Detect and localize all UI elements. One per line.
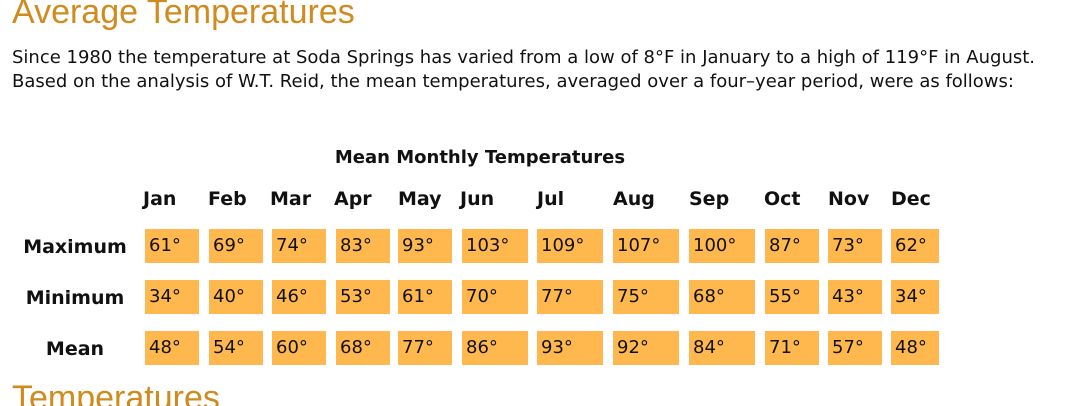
month-header-apr: Apr: [334, 188, 372, 210]
page-heading: Average Temperatures: [12, 0, 355, 31]
table-caption: Mean Monthly Temperatures: [334, 147, 626, 168]
table-cell: 77°: [537, 280, 603, 314]
table-cell: 87°: [765, 229, 819, 263]
row-label-maximum: Maximum: [23, 236, 127, 258]
table-cell: 68°: [689, 280, 755, 314]
table-cell: 48°: [891, 331, 939, 365]
table-cell: 73°: [828, 229, 882, 263]
month-header-feb: Feb: [208, 188, 247, 210]
table-cell: 71°: [765, 331, 819, 365]
table-cell: 54°: [209, 331, 263, 365]
table-cell: 55°: [765, 280, 819, 314]
month-header-jan: Jan: [143, 188, 177, 210]
table-cell: 93°: [537, 331, 603, 365]
table-cell: 40°: [209, 280, 263, 314]
month-header-may: May: [398, 188, 442, 210]
month-header-aug: Aug: [613, 188, 655, 210]
table-cell: 92°: [613, 331, 679, 365]
table-cell: 61°: [398, 280, 452, 314]
next-section-heading: Temperatures: [12, 379, 220, 406]
month-header-mar: Mar: [270, 188, 312, 210]
table-cell: 75°: [613, 280, 679, 314]
month-header-nov: Nov: [828, 188, 870, 210]
table-cell: 60°: [272, 331, 326, 365]
intro-paragraph: Since 1980 the temperature at Soda Sprin…: [12, 47, 1036, 92]
table-cell: 103°: [462, 229, 528, 263]
table-cell: 74°: [272, 229, 326, 263]
table-cell: 68°: [336, 331, 390, 365]
table-cell: 34°: [145, 280, 199, 314]
table-cell: 107°: [613, 229, 679, 263]
table-cell: 34°: [891, 280, 939, 314]
month-header-jun: Jun: [460, 188, 495, 210]
table-cell: 43°: [828, 280, 882, 314]
table-cell: 53°: [336, 280, 390, 314]
table-cell: 109°: [537, 229, 603, 263]
month-header-dec: Dec: [891, 188, 931, 210]
table-cell: 69°: [209, 229, 263, 263]
table-cell: 84°: [689, 331, 755, 365]
table-cell: 62°: [891, 229, 939, 263]
row-label-mean: Mean: [45, 338, 105, 360]
table-cell: 93°: [398, 229, 452, 263]
month-header-sep: Sep: [689, 188, 730, 210]
table-cell: 86°: [462, 331, 528, 365]
table-cell: 57°: [828, 331, 882, 365]
table-cell: 61°: [145, 229, 199, 263]
table-cell: 77°: [398, 331, 452, 365]
table-cell: 83°: [336, 229, 390, 263]
table-cell: 70°: [462, 280, 528, 314]
table-cell: 48°: [145, 331, 199, 365]
month-header-jul: Jul: [537, 188, 565, 210]
month-header-oct: Oct: [764, 188, 801, 210]
table-cell: 100°: [689, 229, 755, 263]
row-label-minimum: Minimum: [25, 287, 125, 309]
table-cell: 46°: [272, 280, 326, 314]
